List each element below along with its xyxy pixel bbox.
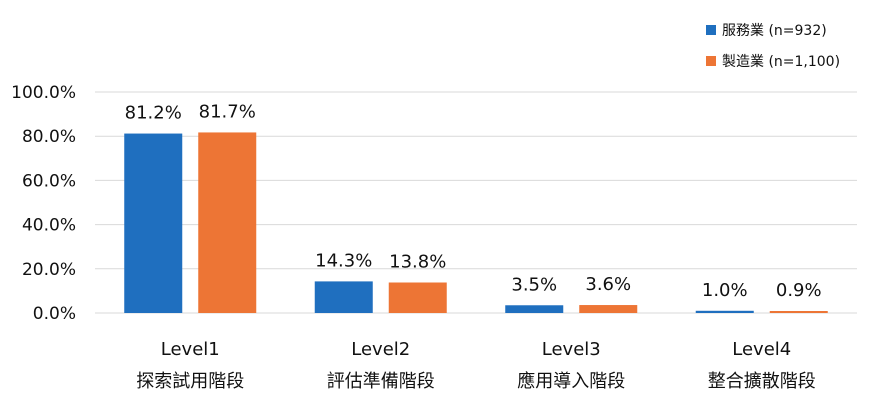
category-level-label: Level2 xyxy=(351,339,410,360)
y-tick-label: 40.0% xyxy=(22,216,76,236)
bar-series-2-cat-2 xyxy=(388,282,447,313)
data-label: 3.5% xyxy=(511,274,557,295)
category-stage-label: 評估準備階段 xyxy=(327,371,435,392)
bar-series-1-cat-3 xyxy=(505,305,564,313)
data-label: 3.6% xyxy=(585,274,631,295)
legend-label: 服務業 (n=932) xyxy=(722,23,827,39)
y-tick-label: 60.0% xyxy=(22,171,76,191)
bar-series-1-cat-4 xyxy=(695,310,754,313)
data-label: 81.2% xyxy=(125,103,182,124)
y-tick-label: 100.0% xyxy=(11,83,76,103)
y-axis-ticks: 0.0% 20.0% 40.0% 60.0% 80.0% 100.0% xyxy=(11,83,76,324)
bar-series-1-cat-1 xyxy=(124,133,183,313)
bars xyxy=(124,132,828,313)
legend-swatch xyxy=(706,25,716,35)
legend-label: 製造業 (n=1,100) xyxy=(722,54,840,70)
bar-series-1-cat-2 xyxy=(314,281,373,313)
data-labels: 81.2% 81.7% 14.3% 13.8% 3.5% 3.6% 1.0% 0.9% xyxy=(125,101,822,301)
category-stage-label: 應用導入階段 xyxy=(517,370,625,392)
y-tick-label: 80.0% xyxy=(22,127,76,147)
data-label: 13.8% xyxy=(389,252,446,273)
y-tick-label: 20.0% xyxy=(22,260,76,280)
data-label: 1.0% xyxy=(702,280,748,301)
legend: 服務業 (n=932) 製造業 (n=1,100) xyxy=(706,23,840,70)
bar-series-2-cat-3 xyxy=(579,305,638,313)
x-axis-categories: Level1 探索試用階段 Level2 評估準備階段 Level3 應用導入階段 Leve… xyxy=(136,339,816,392)
category-stage-label: 整合擴散階段 xyxy=(708,371,816,392)
data-label: 0.9% xyxy=(776,280,822,301)
bar-series-2-cat-4 xyxy=(769,311,828,313)
category-level-label: Level4 xyxy=(732,339,791,360)
bar-series-2-cat-1 xyxy=(198,132,257,313)
data-label: 81.7% xyxy=(199,101,256,122)
data-label: 14.3% xyxy=(315,250,372,271)
y-tick-label: 0.0% xyxy=(33,304,76,324)
category-level-label: Level1 xyxy=(161,339,220,360)
category-stage-label: 探索試用階段 xyxy=(136,371,244,392)
legend-swatch xyxy=(706,56,716,66)
category-level-label: Level3 xyxy=(542,339,601,360)
